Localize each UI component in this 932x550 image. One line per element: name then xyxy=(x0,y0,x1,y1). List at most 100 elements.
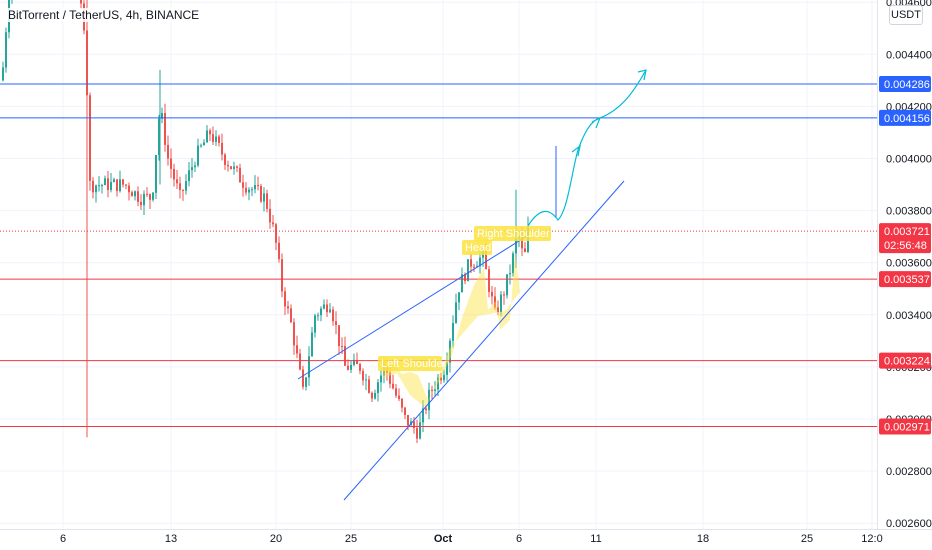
candle-body xyxy=(521,235,523,249)
price-level-badge: 0.004156 xyxy=(879,109,931,126)
candle-body xyxy=(452,322,454,341)
candle-body xyxy=(164,113,166,145)
candle-body xyxy=(284,291,286,307)
candle-body xyxy=(338,325,340,347)
time-axis-border xyxy=(0,529,932,530)
svg-text:Left Shoulder: Left Shoulder xyxy=(381,358,447,370)
candle-body xyxy=(332,309,334,322)
candle-body xyxy=(353,359,355,365)
time-tick-label: 6 xyxy=(60,533,66,545)
candle-body xyxy=(326,304,328,313)
candle-body xyxy=(182,189,184,191)
candle-body xyxy=(413,421,415,429)
candle-body xyxy=(206,130,208,143)
candle-body xyxy=(179,183,181,190)
candle-body xyxy=(362,370,364,381)
candle-body xyxy=(137,191,139,202)
candle-body xyxy=(323,304,325,309)
wedge-lower-line[interactable] xyxy=(343,180,625,501)
svg-text:0.003224: 0.003224 xyxy=(884,356,930,368)
currency-button[interactable]: USDT xyxy=(889,5,923,25)
candle-body xyxy=(293,322,295,346)
candle-body xyxy=(497,307,499,313)
candle-body xyxy=(287,306,289,309)
candle-body xyxy=(485,250,487,270)
left-shoulder-label[interactable]: Left Shoulder xyxy=(378,356,447,371)
projection-arrow-icon xyxy=(571,144,581,157)
candle-body xyxy=(377,382,379,393)
candle-body xyxy=(479,257,481,267)
candle-body xyxy=(329,309,331,313)
price-axis[interactable]: 0.0046000.0044000.0042000.0040000.003800… xyxy=(879,0,932,530)
chart-drawings: Right Shoulder Head Left Shoulder xyxy=(297,69,647,501)
candle-body xyxy=(392,383,394,389)
candle-body xyxy=(446,362,448,376)
time-tick-label: Oct xyxy=(434,533,453,545)
price-tick-label: 0.002600 xyxy=(886,518,932,530)
candle-body xyxy=(491,291,493,297)
candle-body xyxy=(335,321,337,326)
time-tick-label: 25 xyxy=(345,533,357,545)
candle-body xyxy=(449,340,451,363)
candle-body xyxy=(263,193,265,202)
candle-body xyxy=(443,375,445,381)
price-level-badge: 0.002971 xyxy=(879,418,931,435)
symbol-title[interactable]: BitTorrent / TetherUS, 4h, BINANCE xyxy=(6,8,202,22)
candle-body xyxy=(380,375,382,383)
candle-body xyxy=(5,32,7,68)
candle-body xyxy=(404,407,406,415)
svg-text:0.004156: 0.004156 xyxy=(884,113,930,125)
candle-body xyxy=(266,193,268,209)
candle-body xyxy=(224,154,226,165)
bar-countdown: 02:56:48 xyxy=(884,240,927,252)
projection-arrow-icon xyxy=(637,69,647,81)
candle-body xyxy=(467,259,469,282)
candle-body xyxy=(488,269,490,292)
candle-body xyxy=(365,379,367,381)
candle-body xyxy=(275,224,277,243)
candle-body xyxy=(185,181,187,191)
candle-body xyxy=(215,136,217,142)
price-tick-label: 0.002800 xyxy=(886,466,932,478)
projection-path[interactable] xyxy=(527,69,647,227)
candle-body xyxy=(113,179,115,183)
current-price-value: 0.003721 xyxy=(884,226,930,238)
projection-arrow-icon xyxy=(591,116,602,129)
price-tick-label: 0.004400 xyxy=(886,49,932,61)
candle-body xyxy=(509,273,511,275)
time-tick-label: 18 xyxy=(697,533,709,545)
candle-body xyxy=(500,294,502,313)
candle-body xyxy=(503,294,505,296)
price-level-badge: 0.004286 xyxy=(879,75,931,92)
candle-body xyxy=(407,414,409,426)
candle-body xyxy=(290,308,292,323)
time-axis[interactable]: 6 13 20 25 Oct 6 11 18 25 12:0 xyxy=(60,533,883,545)
candle-body xyxy=(428,389,430,411)
candle-body xyxy=(143,193,145,206)
right-shoulder-label[interactable]: Right Shoulder xyxy=(474,226,551,241)
candle-body xyxy=(359,364,361,371)
candle-body xyxy=(356,359,358,365)
candle-body xyxy=(2,67,4,81)
candle-body xyxy=(299,353,301,370)
candle-body xyxy=(416,428,418,439)
candle-body xyxy=(461,274,463,293)
candle-body xyxy=(134,191,136,197)
time-tick-label: 12:0 xyxy=(861,533,882,545)
candle-body xyxy=(251,189,253,191)
candle-body xyxy=(95,185,97,193)
candle-body xyxy=(278,242,280,260)
svg-text:0.002971: 0.002971 xyxy=(884,422,930,434)
wedge-upper-line[interactable] xyxy=(297,235,528,380)
time-tick-label: 25 xyxy=(801,533,813,545)
candle-body xyxy=(401,398,403,408)
candle-body xyxy=(389,372,391,384)
current-price-badge: 0.003721 02:56:48 xyxy=(879,223,931,254)
candle-body xyxy=(422,408,424,423)
candle-body xyxy=(437,377,439,390)
price-tick-label: 0.003800 xyxy=(886,206,932,218)
candle-body xyxy=(350,364,352,370)
head-label[interactable]: Head xyxy=(462,240,492,255)
candle-body xyxy=(470,259,472,267)
